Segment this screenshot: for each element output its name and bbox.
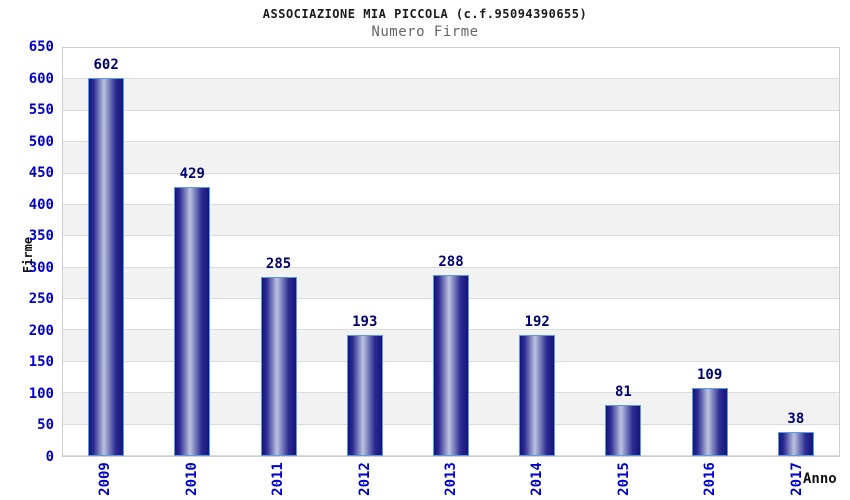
bar-2015 xyxy=(605,405,642,456)
bar-slot-2014: 192 xyxy=(494,48,580,456)
x-tick-label: 2010 xyxy=(183,462,200,496)
y-tick-label: 450 xyxy=(28,165,54,182)
y-tick-label: 50 xyxy=(37,417,54,434)
y-tick-label: 250 xyxy=(28,291,54,308)
plot-area: 602 429 285 193 288 192 81 109 38 xyxy=(62,47,840,457)
plot-band xyxy=(63,142,839,174)
bar-slot-2011: 285 xyxy=(235,48,321,456)
x-tick-label: 2012 xyxy=(356,462,373,496)
y-tick-label: 150 xyxy=(28,354,54,371)
y-axis-ticks: 650 600 550 500 450 400 350 300 250 200 150 100 50 0 xyxy=(0,40,54,464)
x-tick-label: 2017 xyxy=(788,462,805,496)
bar-value-label: 192 xyxy=(524,314,550,331)
x-tick-label: 2009 xyxy=(97,462,114,496)
bar-slot-2009: 602 xyxy=(63,48,149,456)
bar-slot-2012: 193 xyxy=(322,48,408,456)
bar-2010 xyxy=(174,186,211,456)
bar-2009 xyxy=(88,78,125,456)
bar-slot-2013: 288 xyxy=(408,48,494,456)
plot-band xyxy=(63,48,839,80)
bar-value-label: 285 xyxy=(265,256,292,273)
bar-value-label: 288 xyxy=(438,254,464,271)
x-tick-label: 2016 xyxy=(702,462,719,496)
bar-2014 xyxy=(519,335,556,456)
x-tick-label: 2013 xyxy=(442,462,459,496)
plot-band xyxy=(63,79,839,111)
x-tick-slot: 2009 xyxy=(62,458,148,500)
x-axis-ticks: 2009 2010 2011 2012 2013 2014 2015 2016 2017 xyxy=(62,458,840,500)
x-tick-label: 2015 xyxy=(615,462,632,496)
chart-title: ASSOCIAZIONE MIA PICCOLA (c.f.9509439065… xyxy=(262,7,588,21)
y-tick-label: 0 xyxy=(45,449,54,465)
bar-2017 xyxy=(777,432,814,456)
x-tick-label: 2011 xyxy=(270,462,287,496)
y-tick-label: 100 xyxy=(28,385,54,402)
bar-value-label: 38 xyxy=(787,411,805,428)
bar-slot-2015: 81 xyxy=(580,48,666,456)
y-tick-label: 200 xyxy=(28,322,54,339)
x-tick-slot: 2012 xyxy=(321,458,407,500)
x-tick-slot: 2010 xyxy=(148,458,234,500)
bar-value-label: 602 xyxy=(93,57,119,74)
y-tick-label: 350 xyxy=(28,228,54,245)
y-tick-label: 650 xyxy=(28,39,54,55)
bar-slot-2016: 109 xyxy=(667,48,753,456)
y-tick-label: 550 xyxy=(28,102,54,119)
x-tick-slot: 2011 xyxy=(235,458,321,500)
y-tick-label: 400 xyxy=(28,196,54,213)
bar-value-label: 193 xyxy=(352,313,378,330)
bar-value-label: 109 xyxy=(696,366,723,383)
bar-2011 xyxy=(260,277,297,456)
chart-subtitle: Numero Firme xyxy=(371,24,479,40)
y-tick-label: 500 xyxy=(28,133,54,150)
x-tick-slot: 2014 xyxy=(494,458,580,500)
bar-2013 xyxy=(432,275,469,456)
y-tick-label: 600 xyxy=(28,70,54,87)
plot-band xyxy=(63,110,839,143)
y-tick-label: 300 xyxy=(28,259,54,276)
x-axis-title: Anno xyxy=(803,471,837,487)
bar-slot-2017: 38 xyxy=(753,48,839,456)
x-tick-slot: 2013 xyxy=(408,458,494,500)
x-tick-label: 2014 xyxy=(529,462,546,496)
bars-layer: 602 429 285 193 288 192 81 109 38 xyxy=(63,48,839,456)
bar-value-label: 429 xyxy=(179,165,205,182)
bar-slot-2010: 429 xyxy=(149,48,235,456)
x-tick-slot: 2015 xyxy=(581,458,667,500)
bar-value-label: 81 xyxy=(614,384,632,401)
bar-2012 xyxy=(346,334,383,456)
bar-2016 xyxy=(691,387,728,456)
x-tick-slot: 2016 xyxy=(667,458,753,500)
